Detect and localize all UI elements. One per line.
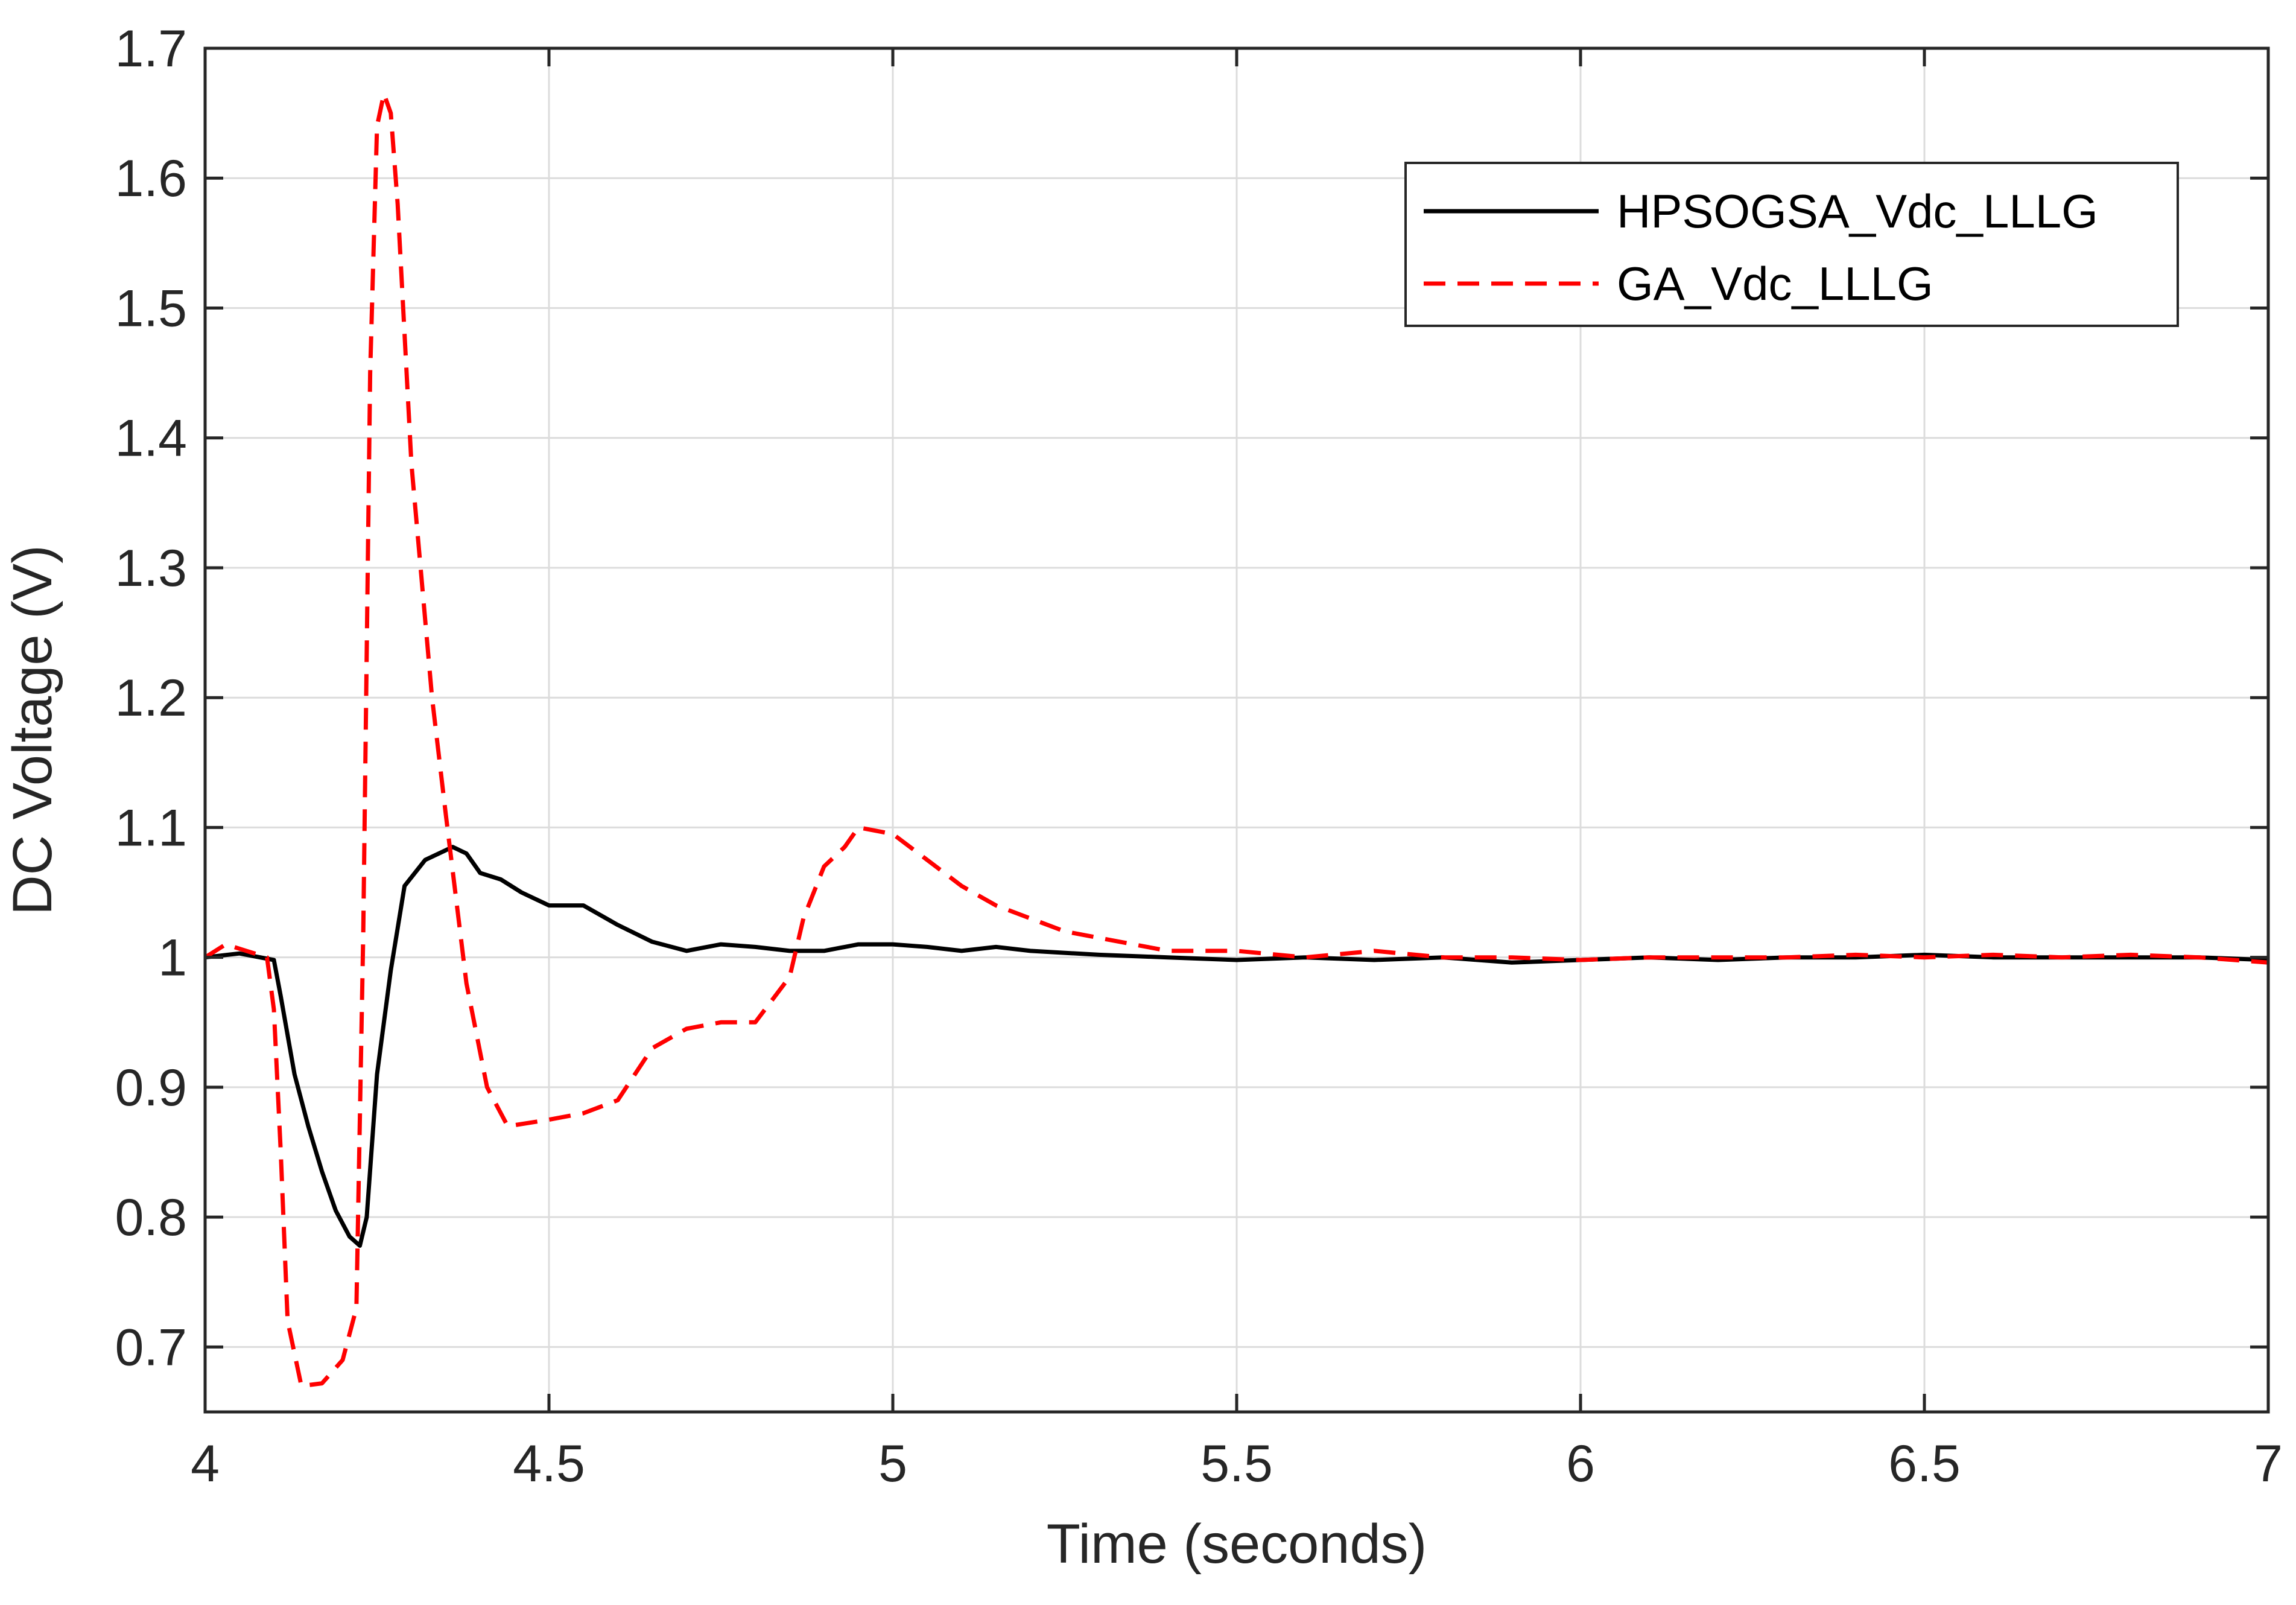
x-tick-label: 4.5 — [513, 1435, 585, 1493]
y-axis-title: DC Voltage (V) — [2, 545, 63, 915]
y-tick-label: 0.9 — [115, 1059, 187, 1117]
y-tick-label: 1.2 — [115, 669, 187, 727]
legend-box — [1404, 162, 2179, 327]
legend: HPSOGSA_Vdc_LLLG GA_Vdc_LLLG — [1404, 162, 2179, 327]
legend-label-hpsogsa: HPSOGSA_Vdc_LLLG — [1617, 185, 2098, 238]
y-tick-label: 1 — [158, 929, 187, 987]
x-tick-label: 7 — [2254, 1435, 2283, 1493]
x-tick-label: 4 — [191, 1435, 220, 1493]
y-tick-label: 1.7 — [115, 20, 187, 78]
y-tick-label: 1.6 — [115, 150, 187, 208]
x-tick-label: 6.5 — [1888, 1435, 1961, 1493]
ticks: 4 4.5 5 5.5 6 6.5 7 0.7 0.8 0.9 1 1.1 1.2 1.3 1.4 1.5 1.… — [115, 20, 2282, 1493]
y-tick-label: 0.8 — [115, 1189, 187, 1247]
y-tick-label: 0.7 — [115, 1318, 187, 1376]
series-layer — [204, 91, 2269, 1388]
series-line-0 — [205, 845, 2269, 1248]
y-tick-label: 1.1 — [115, 799, 187, 857]
x-tick-label: 5 — [878, 1435, 907, 1493]
legend-label-ga: GA_Vdc_LLLG — [1617, 257, 1933, 310]
series-line-1 — [204, 91, 2269, 1388]
x-tick-label: 5.5 — [1200, 1435, 1273, 1493]
x-tick-label: 6 — [1566, 1435, 1595, 1493]
y-tick-label: 1.4 — [115, 410, 187, 468]
y-tick-label: 1.5 — [115, 279, 187, 337]
y-tick-label: 1.3 — [115, 539, 187, 597]
x-axis-title: Time (seconds) — [1047, 1513, 1427, 1575]
